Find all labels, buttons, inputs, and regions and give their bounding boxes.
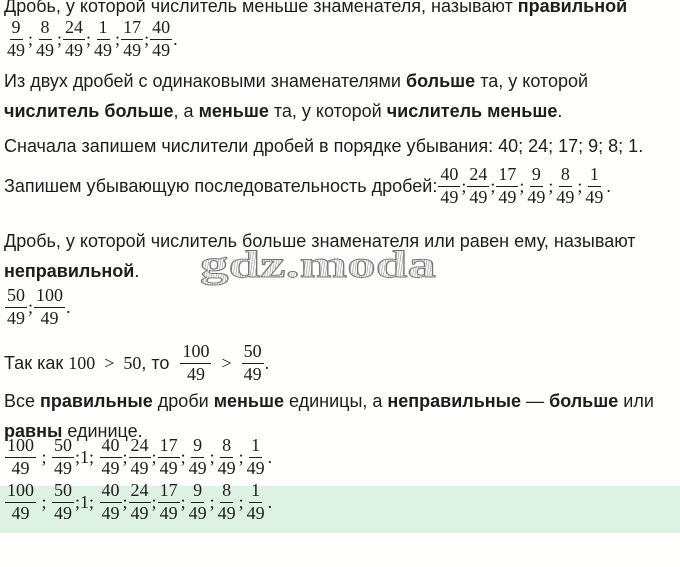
svg-text:gdz.moda: gdz.moda (200, 244, 436, 286)
